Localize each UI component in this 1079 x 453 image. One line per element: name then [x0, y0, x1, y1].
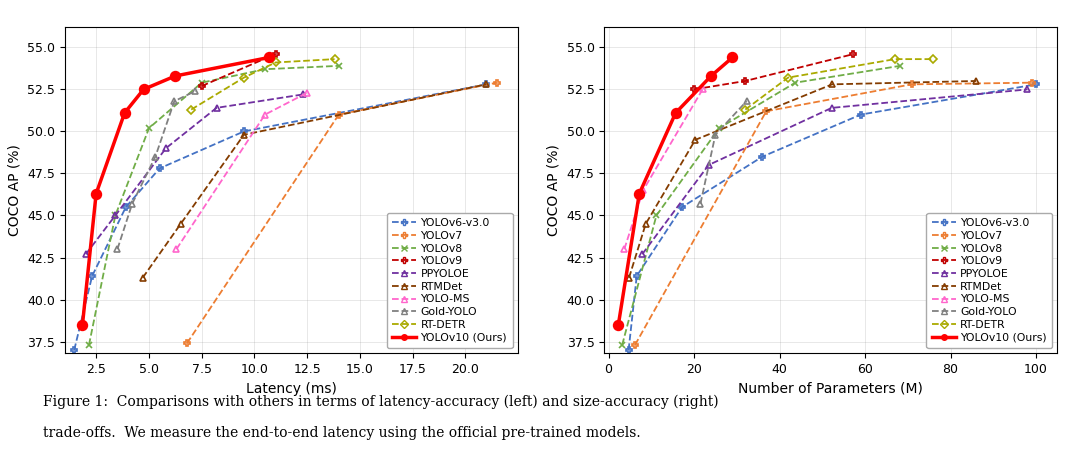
Y-axis label: COCO AP (%): COCO AP (%)	[547, 145, 561, 236]
X-axis label: Number of Parameters (M): Number of Parameters (M)	[738, 381, 924, 395]
Text: trade-offs.  We measure the end-to-end latency using the official pre-trained mo: trade-offs. We measure the end-to-end la…	[43, 426, 641, 440]
Y-axis label: COCO AP (%): COCO AP (%)	[8, 145, 22, 236]
X-axis label: Latency (ms): Latency (ms)	[246, 381, 337, 395]
Legend: YOLOv6-v3.0, YOLOv7, YOLOv8, YOLOv9, PPYOLOE, RTMDet, YOLO-MS, Gold-YOLO, RT-DET: YOLOv6-v3.0, YOLOv7, YOLOv8, YOLOv9, PPY…	[387, 213, 513, 348]
Legend: YOLOv6-v3.0, YOLOv7, YOLOv8, YOLOv9, PPYOLOE, RTMDet, YOLO-MS, Gold-YOLO, RT-DET: YOLOv6-v3.0, YOLOv7, YOLOv8, YOLOv9, PPY…	[927, 213, 1052, 348]
Text: Figure 1:  Comparisons with others in terms of latency-accuracy (left) and size-: Figure 1: Comparisons with others in ter…	[43, 394, 719, 409]
